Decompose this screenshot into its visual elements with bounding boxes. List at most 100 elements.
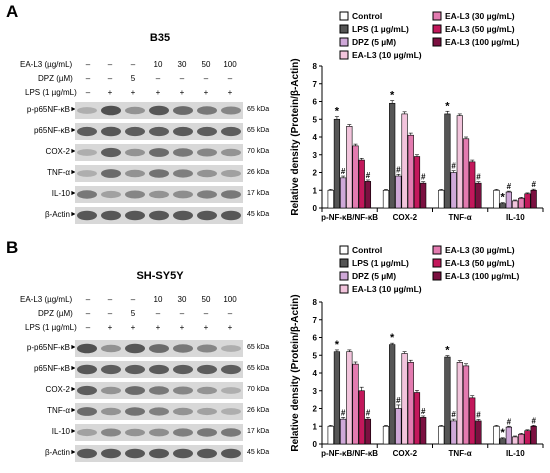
legend-label: DPZ (5 µM) — [352, 37, 396, 47]
bar — [420, 182, 427, 209]
treatment-value: – — [107, 295, 113, 304]
dpz-treatment-label: DPZ (µM) — [38, 74, 73, 83]
bar — [462, 365, 470, 445]
treatment-value: – — [155, 74, 161, 83]
y-axis-label: Relative density (Protein/β-Actin) — [290, 294, 301, 451]
legend-label: DPZ (5 µM) — [352, 271, 396, 281]
treatment-value: – — [85, 74, 91, 83]
significance-marker: # — [476, 411, 481, 420]
treatment-value: 5 — [130, 309, 136, 318]
y-tick-label: 4 — [313, 369, 318, 378]
bar — [358, 390, 365, 445]
bar — [444, 113, 451, 209]
bar — [401, 113, 408, 209]
significance-marker: # — [531, 416, 536, 425]
y-tick-label: 3 — [313, 387, 318, 396]
significance-marker: # — [421, 407, 426, 416]
arrow-right-icon: ► — [70, 148, 77, 155]
y-axis-label: Relative density (Protein/β-Actin) — [290, 58, 301, 215]
legend-swatch — [432, 271, 442, 281]
y-tick-label: 7 — [313, 316, 318, 325]
treatment-value: – — [85, 88, 91, 97]
blot-band-strip — [75, 123, 243, 140]
y-tick-label: 8 — [313, 298, 318, 307]
bar — [444, 356, 451, 445]
bar — [524, 193, 531, 209]
y-tick-label: 4 — [313, 133, 318, 142]
legend-swatch — [339, 50, 349, 60]
bar — [389, 102, 396, 209]
blot-band-strip — [75, 403, 243, 420]
bar — [382, 425, 390, 445]
bar — [407, 134, 414, 209]
bar — [364, 181, 372, 209]
legend-label: LPS (1 µg/mL) — [352, 258, 409, 268]
arrow-right-icon: ► — [70, 428, 77, 435]
bar — [505, 426, 512, 445]
treatment-value: – — [130, 295, 136, 304]
blot-band-strip — [75, 165, 243, 182]
x-category-label: COX-2 — [393, 449, 418, 458]
bar — [438, 189, 445, 209]
treatment-value: 50 — [201, 60, 211, 69]
y-tick-label: 5 — [313, 115, 318, 124]
treatment-value: + — [203, 88, 209, 97]
bar — [499, 203, 506, 209]
significance-marker: # — [396, 165, 401, 174]
bar — [469, 161, 476, 209]
bar — [420, 417, 427, 445]
arrow-right-icon: ► — [70, 211, 77, 218]
treatment-value: + — [130, 88, 136, 97]
bar — [511, 436, 519, 445]
treatment-value: + — [155, 88, 161, 97]
bar — [456, 362, 463, 445]
molecular-weight-label: 26 kDa — [247, 169, 270, 176]
legend-swatch — [339, 284, 349, 294]
significance-marker: * — [445, 100, 450, 112]
bar — [395, 408, 402, 445]
bar — [413, 392, 421, 445]
bar — [475, 182, 482, 209]
molecular-weight-label: 65 kDa — [247, 127, 270, 134]
bar — [518, 433, 525, 445]
y-tick-label: 1 — [313, 186, 318, 195]
bar — [333, 351, 341, 445]
treatment-value: 50 — [201, 295, 211, 304]
y-tick-label: 7 — [313, 80, 318, 89]
treatment-value: + — [203, 323, 209, 332]
legend-label: Control — [352, 245, 382, 255]
treatment-value: – — [107, 60, 113, 69]
significance-marker: # — [421, 173, 426, 182]
treatment-value: – — [85, 323, 91, 332]
x-category-label: IL-10 — [506, 213, 525, 222]
bar — [450, 172, 457, 209]
panel-b: B SH-SY5Y EA-L3 (µg/mL) DPZ (µM) LPS (1 … — [0, 236, 550, 472]
bar — [346, 351, 353, 445]
treatment-value: – — [155, 309, 161, 318]
blot-band-strip — [75, 340, 243, 357]
blot-protein-label: p65NF-κB — [33, 364, 70, 373]
molecular-weight-label: 65 kDa — [247, 106, 270, 113]
legend-swatch — [339, 11, 349, 21]
treatment-value: + — [107, 88, 113, 97]
significance-marker: * — [390, 332, 395, 344]
arrow-right-icon: ► — [70, 344, 77, 351]
significance-marker: * — [390, 90, 395, 102]
treatment-value: – — [107, 74, 113, 83]
y-tick-label: 8 — [313, 62, 318, 71]
bar — [333, 118, 341, 209]
x-category-label: TNF-α — [449, 449, 472, 458]
bar — [327, 425, 334, 445]
y-tick-label: 6 — [313, 98, 318, 107]
bar — [395, 175, 402, 209]
treatment-value: – — [130, 60, 136, 69]
treatment-value: + — [227, 88, 233, 97]
bar — [462, 138, 470, 209]
blot-protein-label: p65NF-κB — [33, 126, 70, 135]
treatment-value: – — [227, 74, 233, 83]
molecular-weight-label: 70 kDa — [247, 148, 270, 155]
treatment-value: – — [227, 309, 233, 318]
y-tick-label: 6 — [313, 334, 318, 343]
blot-protein-label: β-Actin — [44, 448, 70, 457]
legend-swatch — [339, 37, 349, 47]
